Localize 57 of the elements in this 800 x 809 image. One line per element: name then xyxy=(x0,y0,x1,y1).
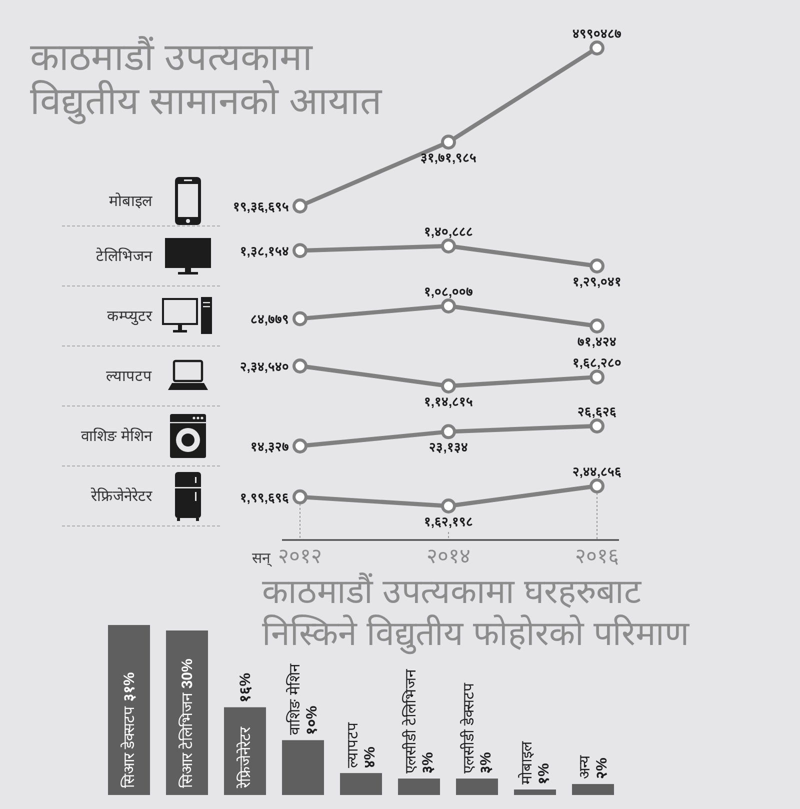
data-label: २,३४,५४० xyxy=(240,359,289,374)
x-tick-label: सिआर डेक्सटप xyxy=(120,706,138,788)
data-label: १% xyxy=(536,763,552,785)
x-tick-label: मोबाइल xyxy=(518,740,536,785)
data-label: २३,१३४ xyxy=(429,440,468,455)
data-label: २% xyxy=(594,758,610,780)
bar xyxy=(224,707,266,795)
x-axis-title: सन् xyxy=(252,550,272,567)
data-label: 30% xyxy=(179,658,196,693)
bar xyxy=(572,784,614,795)
data-label: ३१% xyxy=(121,672,138,706)
x-tick-label: अन्य xyxy=(576,755,594,780)
x-tick-label: एलसीडी डेक्सटप xyxy=(460,682,478,774)
data-label: २,४४,८५६ xyxy=(572,464,622,479)
bar xyxy=(456,778,498,795)
data-label: १,२९,०४१ xyxy=(572,274,622,289)
data-label: १९,३६,६९५ xyxy=(232,199,289,214)
data-label: १,६८,२८० xyxy=(572,355,622,370)
text: वाशिङ मेशिन xyxy=(80,427,153,445)
data-label: १,१४,८१५ xyxy=(424,394,474,409)
data-label: १०% xyxy=(304,706,320,736)
data-label: ७१,४२४ xyxy=(578,334,616,349)
data-label: ३१,७१,९८५ xyxy=(420,150,477,166)
data-label: ४% xyxy=(362,746,378,768)
bar xyxy=(166,630,208,795)
x-tick-label: २०१४ xyxy=(426,545,470,568)
x-tick-label: रेफ्रिजेनेरेटर xyxy=(236,726,254,789)
data-label: १६% xyxy=(237,672,254,702)
data-label: १,४०,८८८ xyxy=(424,224,474,239)
x-tick-label: एलसीडी टेलिभिजन xyxy=(402,668,420,774)
data-label: ३% xyxy=(420,752,436,774)
data-label: १,६२,१९८ xyxy=(424,514,474,529)
bar xyxy=(514,790,556,795)
text: ल्यापटप xyxy=(106,368,152,385)
bar xyxy=(340,773,382,795)
data-label: १४,३२७ xyxy=(250,439,289,454)
data-label: ३% xyxy=(478,752,494,774)
bar xyxy=(398,778,440,795)
bar xyxy=(282,740,324,795)
data-label: ८४,७७९ xyxy=(250,312,289,327)
text: रेफ्रिजेनेरेटर xyxy=(90,487,153,505)
data-label: २६,६२६ xyxy=(578,404,616,419)
data-label: ४९९०४८७ xyxy=(572,26,622,41)
chart-title: काठमाडौं उपत्यकामा घरहरुबाट निस्किने विद्युतीय फोहोरको परिमाण xyxy=(262,572,690,655)
data-label: १,९९,६९६ xyxy=(240,490,289,505)
x-tick-label: २०१२ xyxy=(278,545,322,568)
x-tick-label: २०१६ xyxy=(575,545,619,568)
chart-title: काठमाडौं उपत्यकामा विद्युतीय सामानको आयात xyxy=(30,35,384,125)
data-label: १,३८,१५४ xyxy=(240,244,289,259)
x-tick-label: सिआर टेलिभिजन xyxy=(178,692,196,788)
data-label: १,०८,००७ xyxy=(424,284,474,299)
x-tick-label: ल्यापटप xyxy=(344,722,362,768)
text: कम्प्युटर xyxy=(107,308,153,326)
bar xyxy=(108,625,150,795)
text: मोबाइल xyxy=(109,192,153,210)
x-tick-label: वाशिङ मेशिन xyxy=(286,662,304,736)
text: टेलिभिजन xyxy=(96,247,153,265)
